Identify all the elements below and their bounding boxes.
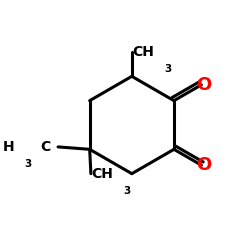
Text: O: O (196, 76, 212, 94)
Text: O: O (196, 156, 212, 174)
Text: CH: CH (132, 45, 154, 59)
Text: C: C (40, 140, 51, 154)
Text: CH: CH (91, 167, 113, 181)
Text: 3: 3 (24, 159, 31, 169)
Text: 3: 3 (165, 64, 172, 74)
Text: 3: 3 (124, 186, 131, 196)
Text: H: H (3, 140, 14, 154)
